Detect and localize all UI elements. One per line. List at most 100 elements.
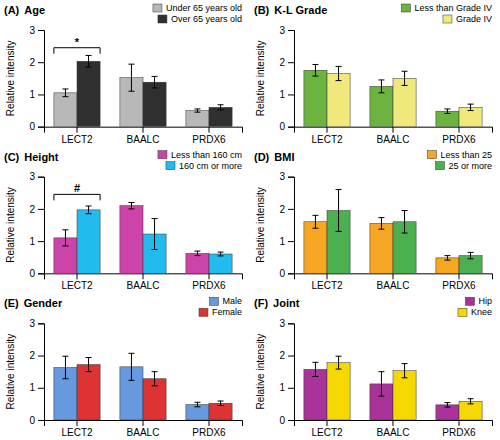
error-bar bbox=[468, 104, 474, 110]
y-tick: 3 bbox=[279, 318, 294, 329]
error-bar bbox=[194, 251, 200, 256]
y-tick-label: 1 bbox=[279, 89, 285, 100]
error-bar-cap bbox=[194, 406, 200, 407]
x-tick-mark bbox=[459, 420, 460, 426]
y-tick: 2 bbox=[29, 57, 44, 68]
x-tick: PRDX6 bbox=[442, 273, 476, 291]
error-bar bbox=[402, 71, 408, 85]
error-bar-stem bbox=[154, 372, 155, 386]
bar bbox=[436, 258, 459, 273]
legend-swatch bbox=[209, 297, 218, 305]
plot-area bbox=[54, 48, 232, 127]
x-tick-mark bbox=[393, 273, 394, 279]
x-axis-line bbox=[295, 274, 493, 280]
error-bar bbox=[152, 219, 158, 250]
error-bar-stem bbox=[381, 372, 382, 396]
bar bbox=[186, 405, 209, 420]
bar bbox=[77, 61, 100, 126]
error-bar-cap bbox=[444, 108, 450, 109]
bar bbox=[304, 70, 327, 126]
y-tick: 3 bbox=[279, 25, 294, 36]
error-bar-cap bbox=[468, 104, 474, 105]
error-bar-stem bbox=[447, 403, 448, 408]
x-tick-label: LECT2 bbox=[61, 427, 93, 438]
x-tick-mark bbox=[143, 273, 144, 279]
error-bar-cap bbox=[336, 189, 342, 190]
legend-label: 25 or more bbox=[448, 161, 492, 171]
error-bar-stem bbox=[404, 211, 405, 234]
y-tick: 0 bbox=[279, 415, 294, 426]
error-bar-cap bbox=[218, 255, 224, 256]
y-axis-title: Relative intensity bbox=[5, 187, 16, 263]
bar bbox=[459, 107, 482, 126]
y-tick-label: 3 bbox=[279, 25, 285, 36]
error-bar-cap bbox=[194, 108, 200, 109]
error-bar bbox=[128, 353, 134, 380]
legend-label: Under 65 years old bbox=[166, 3, 242, 13]
bar bbox=[209, 254, 232, 273]
y-tick-mark bbox=[38, 356, 44, 357]
series bbox=[77, 357, 232, 420]
error-bar-stem bbox=[338, 356, 339, 369]
x-tick-label: PRDX6 bbox=[442, 280, 476, 291]
error-bar-cap bbox=[378, 396, 384, 397]
error-bar-cap bbox=[128, 380, 134, 381]
y-tick-mark bbox=[38, 127, 44, 128]
y-axis: 0123 bbox=[279, 171, 294, 279]
error-bar-cap bbox=[152, 76, 158, 77]
x-tick-mark bbox=[143, 420, 144, 426]
x-tick: PRDX6 bbox=[442, 420, 476, 438]
error-bar-cap bbox=[218, 400, 224, 401]
error-bar bbox=[86, 357, 92, 371]
error-bar bbox=[378, 80, 384, 93]
error-bar-cap bbox=[128, 208, 134, 209]
legend: Less than 2525 or more bbox=[427, 150, 492, 171]
bar bbox=[304, 222, 327, 274]
series bbox=[54, 353, 209, 420]
y-axis: 0123 bbox=[29, 171, 44, 279]
error-bar-cap bbox=[312, 362, 318, 363]
y-tick-mark bbox=[288, 94, 294, 95]
bar bbox=[186, 111, 209, 127]
bar bbox=[77, 365, 100, 420]
y-tick: 2 bbox=[279, 204, 294, 215]
error-bar-cap bbox=[312, 76, 318, 77]
y-tick: 2 bbox=[29, 350, 44, 361]
error-bar-stem bbox=[404, 71, 405, 85]
x-tick-label: LECT2 bbox=[61, 134, 93, 145]
plot-area bbox=[304, 64, 482, 126]
legend-item: Knee bbox=[458, 307, 492, 317]
panel-label: (B) bbox=[254, 4, 270, 16]
error-bar-cap bbox=[312, 228, 318, 229]
legend-item: Less than 160 cm bbox=[158, 150, 242, 160]
y-axis-line bbox=[288, 324, 295, 421]
y-tick: 0 bbox=[29, 268, 44, 279]
error-bar-stem bbox=[65, 356, 66, 379]
x-tick-mark bbox=[393, 420, 394, 426]
panel-label: (A) bbox=[4, 4, 20, 16]
error-bar-stem bbox=[131, 353, 132, 380]
x-tick: BAALC bbox=[127, 127, 160, 145]
error-bar bbox=[444, 403, 450, 408]
y-axis-title: Relative intensity bbox=[255, 334, 266, 410]
x-tick: PRDX6 bbox=[192, 127, 226, 145]
legend-label: 160 cm or more bbox=[179, 161, 242, 171]
y-tick-mark bbox=[288, 241, 294, 242]
error-bar bbox=[218, 252, 224, 256]
panel-title: Gender bbox=[24, 297, 63, 309]
error-bar-cap bbox=[62, 88, 68, 89]
error-bar-cap bbox=[128, 91, 134, 92]
bar bbox=[370, 223, 393, 273]
error-bar-cap bbox=[86, 371, 92, 372]
error-bar-cap bbox=[468, 403, 474, 404]
error-bar-cap bbox=[152, 218, 158, 219]
x-tick: LECT2 bbox=[311, 420, 343, 438]
error-bar-cap bbox=[378, 79, 384, 80]
error-bar bbox=[336, 356, 342, 369]
x-tick-label: PRDX6 bbox=[192, 427, 226, 438]
x-tick-label: BAALC bbox=[127, 427, 160, 438]
legend-item: Less than Grade IV bbox=[401, 3, 492, 13]
error-bar-stem bbox=[197, 402, 198, 407]
legend-label: Knee bbox=[471, 307, 492, 317]
x-axis-line bbox=[295, 421, 493, 427]
